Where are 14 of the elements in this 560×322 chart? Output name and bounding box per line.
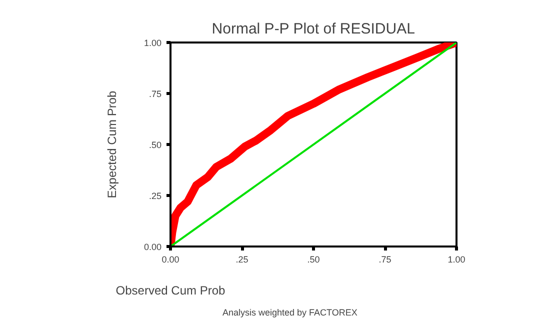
x-tick-label: .25 [236, 254, 248, 264]
text: Analysis weighted by FACTOREX [222, 308, 358, 318]
y-tick-label: 0.00 [144, 242, 162, 252]
y-tick-label: .75 [148, 89, 162, 99]
x-tick-label: 1.00 [448, 254, 466, 264]
y-tick-label: .25 [148, 191, 162, 201]
x-tick-label: 0.00 [162, 254, 180, 264]
y-axis-title: Expected Cum Prob [104, 90, 119, 198]
chart-title: Normal P-P Plot of RESIDUAL [212, 20, 415, 38]
x-tick-label: .75 [378, 254, 392, 264]
x-axis-title: Observed Cum Prob [116, 284, 226, 298]
x-tick-label: .50 [307, 254, 320, 264]
y-tick-label: .50 [148, 140, 162, 150]
y-tick-label: 1.00 [144, 38, 162, 48]
